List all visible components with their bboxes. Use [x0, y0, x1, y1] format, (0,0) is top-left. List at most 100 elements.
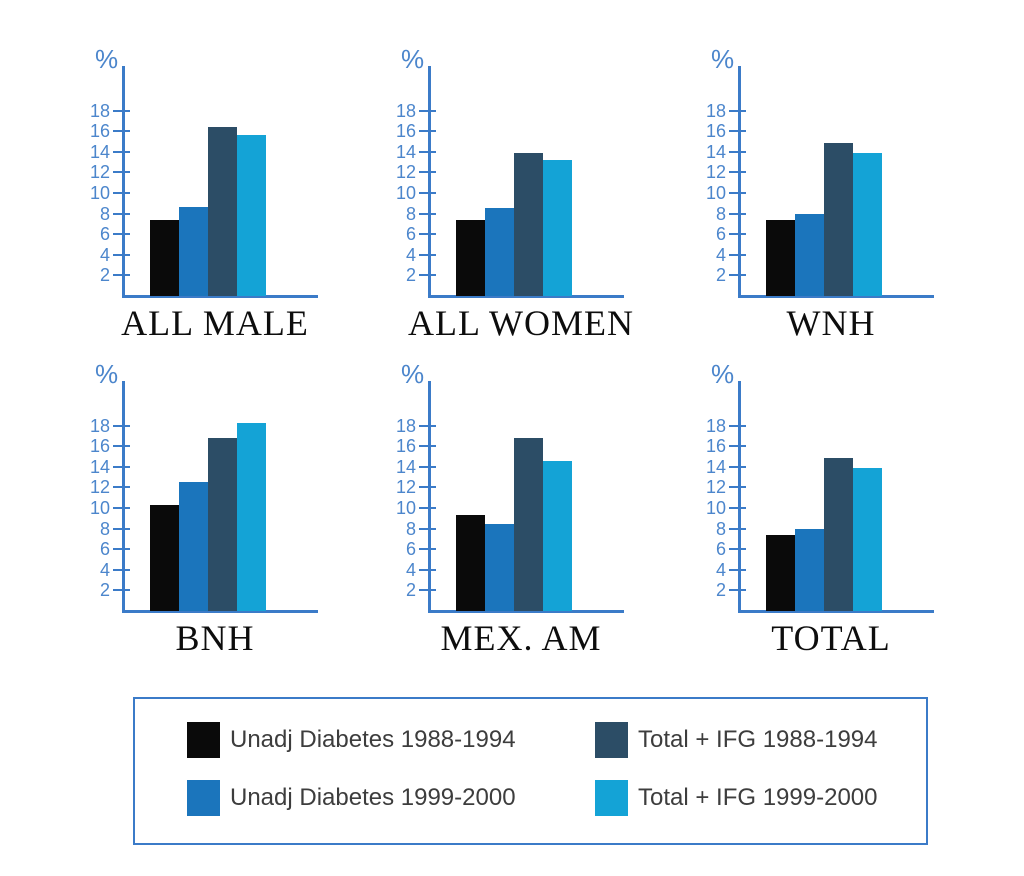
legend-label: Total + IFG 1999-2000 [638, 784, 878, 811]
y-tick-label: 18 [705, 415, 726, 436]
bar-total-ifg-1988-1994 [824, 142, 853, 296]
y-tick-label: 2 [405, 265, 416, 286]
y-tick-label: 14 [89, 456, 110, 477]
y-axis-line [738, 66, 741, 298]
y-tick-mark [729, 486, 746, 489]
y-tick-label: 4 [99, 559, 110, 580]
y-tick-label: 2 [405, 580, 416, 601]
x-axis-line [428, 610, 624, 613]
x-axis-line [738, 610, 934, 613]
y-tick-label: 14 [705, 141, 726, 162]
legend: Unadj Diabetes 1988-1994 Unadj Diabetes 1… [133, 697, 928, 845]
y-tick-label: 6 [99, 224, 110, 245]
y-tick-mark [113, 568, 130, 571]
chart-title: TOTAL [771, 618, 891, 658]
y-tick-mark [113, 109, 130, 112]
bar-chart-bnh: % 2 4 6 8 10 12 14 16 18 BNH [90, 359, 345, 671]
y-tick-mark [419, 424, 436, 427]
y-axis-line [738, 381, 741, 613]
y-tick-mark [729, 465, 746, 468]
bar-chart-all-women: % 2 4 6 8 10 12 14 16 18 ALL WOMEN [396, 46, 651, 356]
y-axis-line [428, 66, 431, 298]
chart-title: MEX. AM [440, 618, 602, 658]
y-tick-label: 4 [715, 244, 726, 265]
bar-unadj-diabetes-1988-1994 [150, 219, 179, 296]
y-tick-label: 6 [405, 539, 416, 560]
y-tick-label: 4 [99, 244, 110, 265]
y-tick-mark [419, 171, 436, 174]
bar-total-ifg-1999-2000 [853, 152, 882, 296]
y-tick-mark [419, 507, 436, 509]
y-tick-label: 14 [395, 456, 416, 477]
bar-unadj-diabetes-1999-2000 [795, 528, 824, 611]
legend-swatch [595, 780, 628, 816]
y-tick-label: 12 [89, 477, 110, 498]
y-tick-mark [113, 465, 130, 468]
legend-item: Unadj Diabetes 1988-1994 [187, 722, 516, 758]
y-axis-unit-label: % [95, 359, 119, 389]
y-tick-label: 16 [705, 121, 726, 142]
y-tick-mark [113, 233, 130, 236]
bar-total-ifg-1999-2000 [237, 135, 266, 296]
y-tick-label: 8 [715, 518, 726, 539]
y-tick-label: 12 [395, 477, 416, 498]
y-tick-label: 6 [715, 224, 726, 245]
y-tick-label: 4 [405, 559, 416, 580]
y-axis-line [122, 381, 125, 613]
y-tick-mark [113, 445, 130, 448]
plot-area: 2 4 6 8 10 12 14 16 18 [706, 381, 934, 613]
bar-unadj-diabetes-1999-2000 [179, 482, 208, 611]
y-tick-mark [729, 507, 746, 509]
y-tick-label: 16 [89, 436, 110, 457]
y-tick-mark [419, 253, 436, 256]
y-tick-mark [729, 253, 746, 256]
bar-total-ifg-1999-2000 [543, 160, 572, 296]
bar-total-ifg-1988-1994 [824, 457, 853, 611]
y-tick-mark [729, 192, 746, 194]
y-tick-mark [729, 109, 746, 112]
y-tick-mark [419, 527, 436, 530]
legend-label: Total + IFG 1988-1994 [638, 726, 878, 753]
y-tick-mark [113, 150, 130, 153]
y-tick-mark [729, 212, 746, 215]
y-tick-mark [729, 445, 746, 448]
y-tick-mark [419, 192, 436, 194]
legend-swatch [187, 780, 220, 816]
legend-item: Total + IFG 1999-2000 [595, 780, 877, 816]
chart-title: ALL MALE [121, 303, 309, 343]
bar-unadj-diabetes-1988-1994 [456, 219, 485, 296]
y-tick-label: 12 [705, 477, 726, 498]
bar-total-ifg-1988-1994 [514, 152, 543, 296]
y-tick-mark [419, 130, 436, 133]
bar-unadj-diabetes-1988-1994 [150, 504, 179, 611]
y-tick-mark [113, 548, 130, 551]
y-tick-label: 8 [99, 203, 110, 224]
y-tick-label: 18 [395, 415, 416, 436]
y-tick-label: 4 [715, 559, 726, 580]
y-tick-label: 16 [89, 121, 110, 142]
y-tick-label: 16 [705, 436, 726, 457]
bar-total-ifg-1999-2000 [543, 460, 572, 611]
y-tick-mark [419, 150, 436, 153]
plot-area: 2 4 6 8 10 12 14 16 18 [90, 66, 318, 298]
y-tick-label: 10 [395, 498, 416, 518]
y-tick-mark [419, 548, 436, 551]
y-tick-label: 2 [99, 265, 110, 286]
y-tick-label: 8 [405, 203, 416, 224]
y-tick-label: 12 [705, 162, 726, 183]
y-tick-mark [113, 274, 130, 277]
y-axis-line [428, 381, 431, 613]
bar-unadj-diabetes-1988-1994 [456, 515, 485, 611]
bar-total-ifg-1988-1994 [208, 437, 237, 611]
y-tick-label: 10 [705, 183, 726, 203]
y-tick-label: 18 [89, 100, 110, 121]
chart-title: BNH [175, 618, 255, 658]
plot-area: 2 4 6 8 10 12 14 16 18 [396, 381, 624, 613]
y-tick-label: 4 [405, 244, 416, 265]
y-tick-label: 2 [99, 580, 110, 601]
y-tick-label: 6 [99, 539, 110, 560]
y-tick-mark [729, 150, 746, 153]
bar-unadj-diabetes-1999-2000 [795, 213, 824, 296]
x-axis-line [122, 295, 318, 298]
